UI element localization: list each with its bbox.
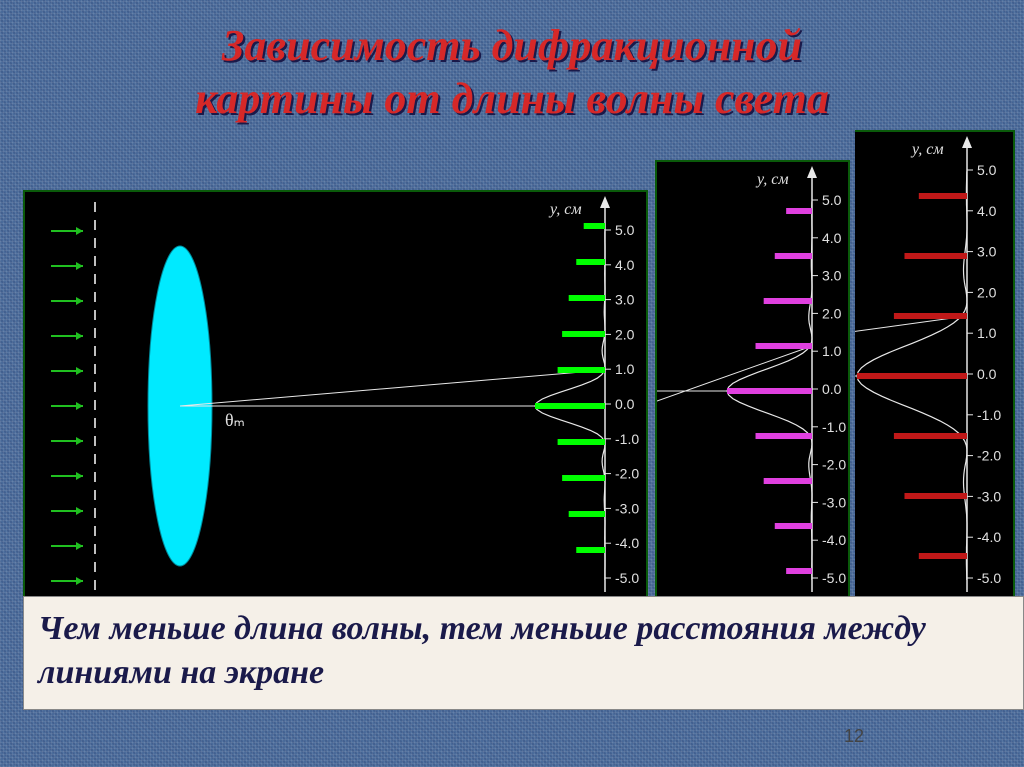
svg-text:y, см: y, см: [910, 141, 944, 158]
svg-text:5.0: 5.0: [615, 222, 635, 238]
svg-text:0.0: 0.0: [977, 366, 997, 382]
svg-text:3.0: 3.0: [822, 268, 842, 284]
page-number: 12: [844, 726, 864, 747]
green-panel: θₘ y, см 5.0 4.0 3.0 2.0 1.0 0.0 -1.0 -2.0 -3.0 -4.…: [23, 190, 648, 598]
svg-text:-2.0: -2.0: [615, 466, 639, 482]
svg-text:-4.0: -4.0: [615, 535, 639, 551]
svg-text:-5.0: -5.0: [977, 570, 1001, 586]
svg-text:-3.0: -3.0: [822, 494, 846, 510]
svg-text:2.0: 2.0: [977, 284, 997, 300]
svg-text:y, см: y, см: [548, 201, 582, 218]
slide-title: Зависимость дифракционной картины от дли…: [0, 0, 1024, 136]
conclusion-text: Чем меньше длина волны, тем меньше расст…: [38, 610, 926, 691]
svg-text:-3.0: -3.0: [615, 500, 639, 516]
svg-text:-2.0: -2.0: [822, 457, 846, 473]
svg-text:-3.0: -3.0: [977, 488, 1001, 504]
svg-text:-5.0: -5.0: [822, 570, 846, 586]
svg-text:2.0: 2.0: [822, 305, 842, 321]
svg-text:5.0: 5.0: [977, 162, 997, 178]
svg-text:-1.0: -1.0: [615, 431, 639, 447]
svg-text:-4.0: -4.0: [822, 532, 846, 548]
svg-text:y, см: y, см: [755, 171, 789, 188]
svg-text:-4.0: -4.0: [977, 529, 1001, 545]
svg-text:3.0: 3.0: [615, 292, 635, 308]
svg-text:-2.0: -2.0: [977, 448, 1001, 464]
svg-text:3.0: 3.0: [977, 244, 997, 260]
svg-text:5.0: 5.0: [822, 192, 842, 208]
svg-text:1.0: 1.0: [822, 343, 842, 359]
svg-text:0.0: 0.0: [822, 381, 842, 397]
svg-text:2.0: 2.0: [615, 326, 635, 342]
svg-text:0.0: 0.0: [615, 396, 635, 412]
svg-text:4.0: 4.0: [615, 257, 635, 273]
svg-text:-5.0: -5.0: [615, 570, 639, 586]
conclusion-box: Чем меньше длина волны, тем меньше расст…: [23, 596, 1024, 710]
svg-text:-1.0: -1.0: [977, 407, 1001, 423]
title-line-2: картины от длины волны света: [30, 73, 994, 126]
svg-text:-1.0: -1.0: [822, 419, 846, 435]
svg-text:4.0: 4.0: [977, 203, 997, 219]
title-line-1: Зависимость дифракционной: [30, 20, 994, 73]
svg-text:1.0: 1.0: [977, 325, 997, 341]
svg-text:θₘ: θₘ: [225, 410, 245, 430]
magenta-panel: y, см 5.0 4.0 3.0 2.0 1.0 0.0 -1.0 -2.0 -3.0 -4.0 -…: [655, 160, 850, 598]
svg-text:1.0: 1.0: [615, 361, 635, 377]
svg-text:4.0: 4.0: [822, 230, 842, 246]
